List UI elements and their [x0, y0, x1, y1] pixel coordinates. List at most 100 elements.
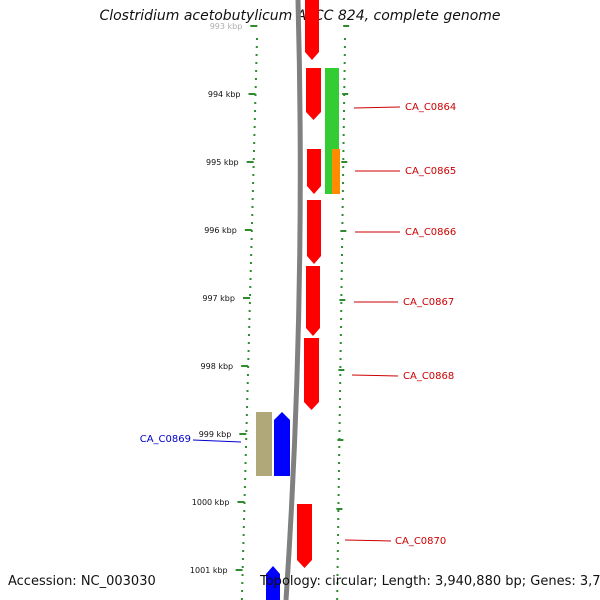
gene-arrow — [306, 68, 321, 120]
tick-dot — [340, 286, 343, 288]
tick-dot — [254, 110, 257, 112]
tick-dot — [251, 222, 254, 224]
tick-dot — [337, 526, 340, 528]
scale-tick — [235, 569, 243, 571]
major-tick — [341, 161, 348, 163]
tick-dot — [341, 214, 344, 216]
tick-dot — [341, 190, 344, 192]
genome-backbone — [283, 0, 303, 600]
tick-dot — [252, 174, 255, 176]
tick-dot — [343, 70, 346, 72]
major-tick — [337, 439, 344, 441]
tick-dot — [343, 46, 346, 48]
scale-label: 1000 kbp — [192, 498, 230, 507]
scale-label: 998 kbp — [201, 362, 234, 371]
tick-dot — [241, 558, 244, 560]
tick-dot — [340, 302, 343, 304]
tick-dot — [337, 494, 340, 496]
tick-dot — [246, 390, 249, 392]
gene-arrow — [305, 0, 319, 60]
tick-dot — [245, 430, 248, 432]
tick-dot — [254, 78, 257, 80]
tick-dot — [252, 182, 255, 184]
tick-dot — [341, 238, 344, 240]
gene-arrow — [306, 266, 320, 336]
scale-tick — [242, 297, 250, 299]
tick-dot — [338, 430, 341, 432]
scale-tick — [246, 161, 254, 163]
tick-dot — [342, 134, 345, 136]
tick-dot — [338, 406, 341, 408]
tick-dot — [253, 118, 256, 120]
tick-dot — [342, 174, 345, 176]
tick-dot — [339, 366, 342, 368]
major-tick — [340, 230, 347, 232]
tick-dot — [342, 118, 345, 120]
scale-tick — [239, 433, 247, 435]
tick-dot — [248, 318, 251, 320]
gene-leader-line — [192, 439, 242, 443]
tick-dot — [337, 486, 340, 488]
tick-dot — [336, 598, 339, 600]
tick-dot — [338, 454, 341, 456]
gene-arrow — [307, 200, 321, 264]
gene-label: CA_C0866 — [405, 227, 456, 238]
tick-dot — [344, 38, 346, 40]
tick-dot — [251, 190, 254, 192]
tick-dot — [241, 566, 244, 568]
tick-dot — [341, 198, 344, 200]
tick-dot — [248, 326, 251, 328]
tick-dot — [339, 358, 342, 360]
tick-dot — [246, 382, 249, 384]
tick-dot — [337, 518, 340, 520]
tick-dot — [339, 326, 342, 328]
scale-tick — [244, 229, 252, 231]
tick-dot — [246, 406, 249, 408]
tick-dot — [245, 438, 248, 440]
gene-arrow — [332, 149, 340, 194]
tick-dot — [248, 334, 251, 336]
tick-dot — [342, 150, 345, 152]
tick-dot — [340, 318, 343, 320]
tick-dot — [242, 526, 245, 528]
tick-dot — [339, 342, 342, 344]
tick-dot — [343, 86, 346, 88]
tick-dot — [337, 534, 340, 536]
tick-dot — [341, 246, 344, 248]
tick-dot — [342, 142, 345, 144]
tick-dot — [341, 182, 344, 184]
tick-dot — [243, 494, 246, 496]
tick-dot — [244, 446, 247, 448]
tick-dot — [242, 534, 245, 536]
gene-label: CA_C0868 — [403, 371, 454, 382]
tick-dot — [249, 294, 252, 296]
tick-dot — [252, 150, 255, 152]
tick-dot — [249, 278, 252, 280]
scale-label: 996 kbp — [204, 226, 237, 235]
tick-dot — [253, 126, 256, 128]
gene-arrow — [256, 412, 272, 476]
tick-dot — [340, 254, 343, 256]
tick-dot — [244, 478, 247, 480]
tick-dot — [244, 462, 247, 464]
tick-dot — [342, 158, 345, 160]
tick-dot — [244, 454, 247, 456]
scale-label: 995 kbp — [206, 158, 239, 167]
major-tick — [336, 508, 343, 510]
gene-label: CA_C0865 — [405, 166, 456, 177]
tick-dot — [336, 590, 339, 592]
tick-dot — [340, 262, 343, 264]
tick-dot — [243, 486, 246, 488]
tick-dot — [338, 422, 341, 424]
topology-text: Topology: circular; Length: 3,940,880 bp… — [260, 574, 600, 589]
scale-label: 994 kbp — [208, 90, 241, 99]
tick-dot — [337, 470, 340, 472]
scale-tick — [250, 25, 258, 27]
scale-tick — [241, 365, 249, 367]
tick-dot — [338, 414, 341, 416]
tick-dot — [243, 510, 246, 512]
gene-leader-line — [344, 539, 392, 542]
tick-dot — [340, 278, 343, 280]
tick-dot — [250, 246, 253, 248]
